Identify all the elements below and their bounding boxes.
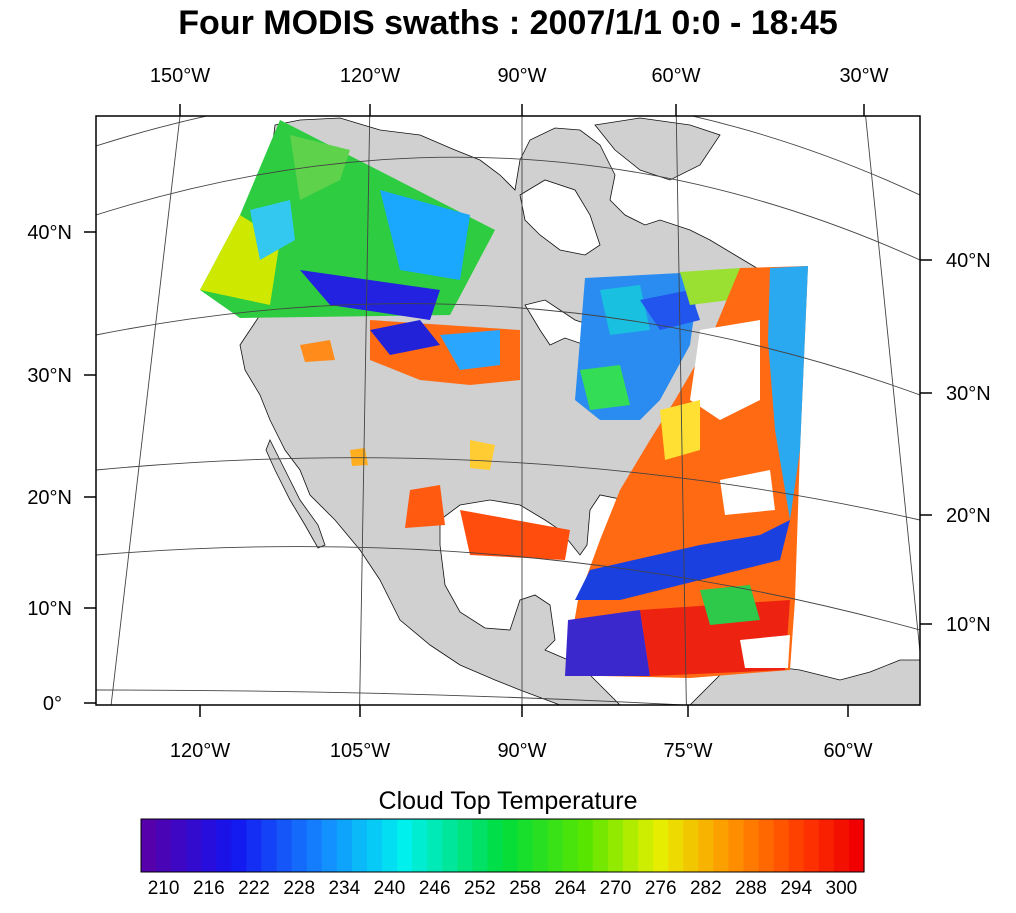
colorbar-tick-label: 210 <box>147 878 180 899</box>
colorbar-cell <box>592 819 609 872</box>
colorbar-cell <box>397 819 413 872</box>
top-lon-label: 90°W <box>497 65 546 87</box>
colorbar-frame <box>140 818 865 873</box>
right-lat-label: 30°N <box>946 383 991 405</box>
colorbar-tick-labels: 210 216 222 228 234 240 246 252 258 264 270 276 282 2… <box>0 878 1016 908</box>
right-lat-label: 10°N <box>946 614 991 636</box>
bottom-lon-label: 90°W <box>497 740 546 762</box>
colorbar-tick-label: 300 <box>825 878 858 899</box>
modis-swath-2 <box>300 320 570 560</box>
colorbar-cell <box>382 819 398 872</box>
colorbar-cell <box>201 819 217 872</box>
top-lon-label: 60°W <box>651 65 700 87</box>
baja-california-land <box>265 439 326 549</box>
colorbar-cell <box>487 819 504 872</box>
colorbar-cell <box>713 819 730 872</box>
left-lat-label: 0° <box>43 693 62 715</box>
colorbar-cell <box>472 819 489 872</box>
colorbar-cell <box>351 819 368 872</box>
colorbar-tick-label: 258 <box>509 878 541 899</box>
colorbar-cell <box>698 819 714 872</box>
colorbar-cell <box>231 819 248 872</box>
top-lon-label: 30°W <box>839 65 888 87</box>
axis-ticks <box>84 104 932 717</box>
hudson-bay-water <box>519 179 601 256</box>
colorbar-tick-label: 246 <box>418 878 451 899</box>
colorbar-cell <box>623 819 639 872</box>
colorbar-cell <box>532 819 549 872</box>
colorbar-cell <box>442 819 458 872</box>
colorbar-cell <box>818 819 835 872</box>
colorbar-cell <box>577 819 594 872</box>
colorbar-tick-label: 294 <box>780 878 813 899</box>
map-gridlines <box>96 116 920 705</box>
colorbar-cell <box>171 819 187 872</box>
bottom-lon-label: 60°W <box>823 740 872 762</box>
colorbar-cell <box>246 819 263 872</box>
colorbar-cell <box>366 819 383 872</box>
colorbar-cell <box>547 819 564 872</box>
colorbar-cell <box>321 819 338 872</box>
colorbar-cell <box>427 819 443 872</box>
colorbar-cell <box>412 819 428 872</box>
colorbar-cell <box>141 819 157 872</box>
colorbar-cell <box>291 819 308 872</box>
colorbar-tick-label: 264 <box>554 878 587 899</box>
colorbar-cell <box>653 819 669 872</box>
colorbar-tick-label: 216 <box>192 878 225 899</box>
greenland-land <box>594 117 721 181</box>
colorbar-cell <box>457 819 473 872</box>
colorbar-cell <box>156 819 172 872</box>
colorbar-cell <box>607 819 624 872</box>
colorbar-tick-label: 222 <box>238 878 270 899</box>
colorbar-title: Cloud Top Temperature <box>378 787 638 815</box>
colorbar-cell <box>758 819 775 872</box>
colorbar-cell <box>668 819 684 872</box>
colorbar-cell <box>743 819 760 872</box>
right-lat-label: 20°N <box>946 505 991 527</box>
colorbar-tick-label: 252 <box>464 878 496 899</box>
left-lat-label: 40°N <box>27 222 72 244</box>
colorbar-cell <box>638 819 654 872</box>
colorbar-cell <box>803 819 820 872</box>
colorbar-cell <box>848 819 865 872</box>
colorbar-cell <box>517 819 534 872</box>
colorbar-cell <box>502 819 519 872</box>
colorbar-tick-label: 228 <box>283 878 316 899</box>
map-frame <box>95 115 921 706</box>
colorbar-tick-label: 234 <box>328 878 361 899</box>
modis-swath-1 <box>200 120 495 320</box>
colorbar-cell <box>728 819 745 872</box>
left-lat-label: 30°N <box>27 365 72 387</box>
bottom-lon-label: 105°W <box>330 740 390 762</box>
colorbar-tick-label: 282 <box>689 878 722 899</box>
colorbar-tick-label: 288 <box>735 878 767 899</box>
modis-swath-3 <box>575 268 740 420</box>
colorbar-tick-label: 240 <box>373 878 406 899</box>
colorbar-cell <box>306 819 323 872</box>
colorbar-cell <box>773 819 790 872</box>
left-lat-label: 20°N <box>27 487 72 509</box>
modis-swath-4 <box>565 266 808 678</box>
colorbar <box>141 819 865 872</box>
colorbar-cell <box>833 819 850 872</box>
top-lon-label: 150°W <box>150 65 210 87</box>
colorbar-cell <box>683 819 699 872</box>
colorbar-cell <box>186 819 202 872</box>
colorbar-cell <box>276 819 293 872</box>
colorbar-cell <box>261 819 278 872</box>
colorbar-cell <box>788 819 805 872</box>
left-lat-label: 10°N <box>27 598 72 620</box>
colorbar-cell <box>336 819 353 872</box>
colorbar-cell <box>562 819 579 872</box>
bottom-lon-label: 75°W <box>663 740 712 762</box>
colorbar-cell <box>216 819 232 872</box>
top-lon-label: 120°W <box>340 65 400 87</box>
right-lat-label: 40°N <box>946 250 991 272</box>
map-title: Four MODIS swaths : 2007/1/1 0:0 - 18:45 <box>178 4 838 42</box>
bottom-lon-label: 120°W <box>170 740 230 762</box>
colorbar-tick-label: 276 <box>644 878 677 899</box>
colorbar-tick-label: 270 <box>599 878 632 899</box>
